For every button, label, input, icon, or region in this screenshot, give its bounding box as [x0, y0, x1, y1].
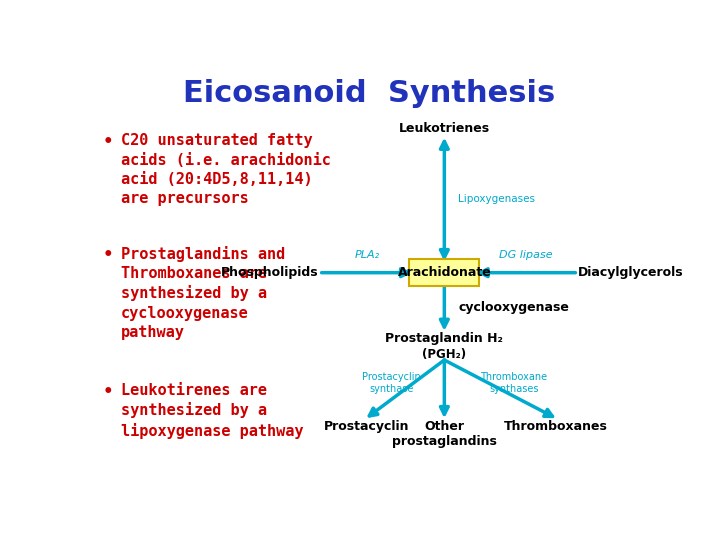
Text: Prostaglandins and
Thromboxanes are
synthesized by a
cyclooxygenase
pathway: Prostaglandins and Thromboxanes are synt…	[121, 246, 285, 340]
Text: (PGH₂): (PGH₂)	[422, 348, 467, 361]
Text: Lipoxygenases: Lipoxygenases	[459, 194, 535, 205]
Text: cyclooxygenase: cyclooxygenase	[459, 301, 569, 314]
Text: Thromboxane
synthases: Thromboxane synthases	[480, 372, 548, 394]
Text: Leukotirenes are
synthesized by a
lipoxygenase pathway: Leukotirenes are synthesized by a lipoxy…	[121, 383, 303, 439]
Text: Thromboxanes: Thromboxanes	[504, 420, 608, 433]
Text: PLA₂: PLA₂	[354, 250, 379, 260]
Text: •: •	[102, 133, 113, 151]
Text: Diacylglycerols: Diacylglycerols	[578, 266, 684, 279]
Text: •: •	[102, 383, 113, 401]
Text: DG lipase: DG lipase	[499, 250, 553, 260]
Text: C20 unsaturated fatty
acids (i.e. arachidonic
acid (20:4D5,8,11,14)
are precurso: C20 unsaturated fatty acids (i.e. arachi…	[121, 133, 330, 206]
Text: Prostacyclin: Prostacyclin	[323, 420, 409, 433]
Text: Phospholipids: Phospholipids	[221, 266, 319, 279]
FancyBboxPatch shape	[410, 259, 480, 286]
Text: Prostaglandin H₂: Prostaglandin H₂	[385, 332, 503, 345]
Text: Leukotrienes: Leukotrienes	[399, 123, 490, 136]
Text: Eicosanoid  Synthesis: Eicosanoid Synthesis	[183, 79, 555, 109]
Text: Arachidonate: Arachidonate	[397, 266, 491, 279]
Text: •: •	[102, 246, 113, 264]
Text: Other
prostaglandins: Other prostaglandins	[392, 420, 497, 448]
Text: Prostacyclin
synthase: Prostacyclin synthase	[362, 372, 420, 394]
